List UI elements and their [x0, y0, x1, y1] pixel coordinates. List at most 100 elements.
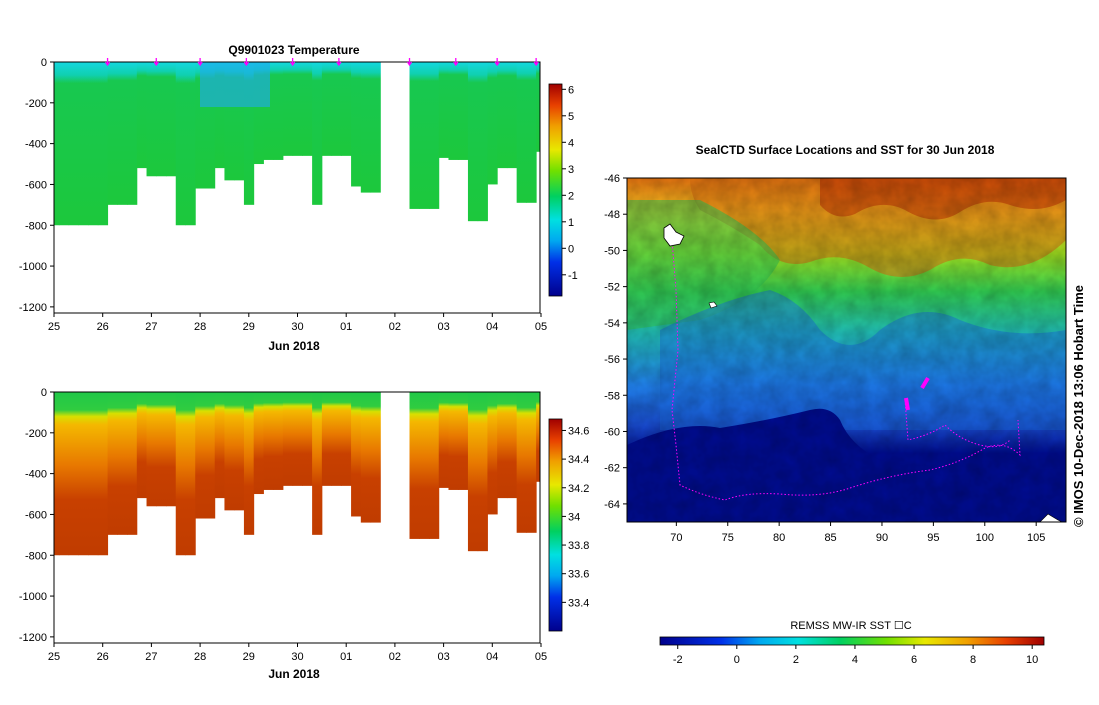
profile-bar [331, 392, 342, 486]
profile-bar [428, 392, 440, 539]
colorbar-tick-label: 4 [568, 137, 574, 149]
y-tick-label: -1000 [19, 591, 47, 603]
profile-bar [273, 392, 284, 490]
profile-bar [360, 392, 372, 523]
salinity-section-plot [54, 392, 540, 556]
profile-bar [321, 392, 333, 486]
y-tick-label: 0 [41, 57, 47, 69]
x-tick-label: 28 [194, 651, 206, 663]
temperature-colorbar-ticks: -1 0 1 2 3 4 5 6 [562, 84, 578, 282]
profile-bar [68, 392, 79, 556]
x-tick-label: 27 [145, 321, 157, 333]
profile-bar [438, 392, 449, 488]
profile-bar [88, 392, 99, 556]
profile-bar [156, 62, 167, 177]
profile-bar [312, 62, 323, 205]
profile-marker [406, 58, 413, 67]
profile-bar [185, 62, 196, 226]
heard-island [708, 301, 718, 309]
profile-bar [127, 62, 138, 205]
profile-bar [282, 392, 294, 486]
lon-tick-label: 70 [670, 532, 682, 544]
profile-bar [88, 62, 99, 226]
profile-bar [409, 62, 420, 209]
profile-bar [136, 62, 148, 169]
lat-tick-label: -48 [604, 209, 620, 221]
x-tick-label: 05 [535, 651, 547, 663]
profile-bar [467, 62, 479, 222]
profile-bar [516, 392, 527, 533]
x-tick-label: 04 [486, 321, 498, 333]
profile-bar [497, 392, 508, 499]
profile-bar [302, 62, 313, 156]
profile-bar [506, 392, 518, 499]
profile-bar [253, 392, 264, 495]
profile-bar [97, 392, 109, 556]
profile-bar [117, 392, 128, 535]
sst-colorbar-tick-label: 2 [793, 654, 799, 666]
x-tick-label: 25 [48, 321, 60, 333]
profile-bar [127, 392, 138, 535]
profile-bar [526, 62, 537, 203]
profile-bar [195, 62, 206, 189]
profile-bar [78, 62, 89, 226]
lon-tick-label: 95 [927, 532, 939, 544]
profile-marker [105, 58, 111, 67]
colorbar-tick-label: 34.2 [568, 483, 589, 495]
lat-tick-label: -54 [604, 318, 620, 330]
x-tick-label: 04 [486, 651, 498, 663]
colorbar-tick-label: 34 [568, 511, 580, 523]
map-frame [626, 177, 1067, 523]
profile-marker [197, 58, 203, 67]
profile-bar [97, 62, 109, 226]
y-tick-label: -1200 [19, 632, 47, 644]
colorbar-tick-label: 34.6 [568, 425, 589, 437]
colorbar-tick-label: -1 [568, 270, 578, 282]
x-tick-label: 27 [145, 651, 157, 663]
profile-bar [214, 392, 225, 499]
salinity-x-label: Jun 2018 [268, 667, 320, 681]
lon-tick-label: 90 [876, 532, 888, 544]
profile-bar [107, 62, 118, 205]
colorbar-tick-label: 33.8 [568, 540, 589, 552]
sst-colorbar-tick-label: 6 [911, 654, 917, 666]
profile-bar [175, 62, 186, 226]
profile-bar [166, 62, 177, 177]
x-tick-label: 02 [389, 651, 401, 663]
x-tick-label: 03 [437, 651, 449, 663]
profile-bar [477, 62, 488, 222]
sst-colorbar-tick-label: -2 [673, 654, 683, 666]
profile-marker [290, 58, 296, 67]
profile-bar [302, 392, 313, 486]
x-tick-label: 30 [291, 651, 303, 663]
profile-bar [78, 392, 89, 556]
profile-bar [292, 392, 303, 486]
x-tick-label: 05 [535, 321, 547, 333]
profile-bar [253, 62, 264, 165]
x-tick-label: 30 [291, 321, 303, 333]
seal-surface-locations [904, 376, 930, 411]
lat-tick-label: -56 [604, 354, 620, 366]
lat-tick-label: -52 [604, 282, 620, 294]
profile-bar [166, 392, 177, 507]
seal-track [671, 239, 1021, 501]
profile-bar [448, 62, 459, 160]
colorbar-tick-label: 34.4 [568, 454, 589, 466]
colorbar-tick-label: 2 [568, 190, 574, 202]
x-tick-label: 29 [243, 651, 255, 663]
lon-tick-label: 100 [976, 532, 994, 544]
profile-bar [273, 62, 284, 160]
sst-colorbar-label: REMSS MW-IR SST ☐C [790, 620, 911, 632]
profile-bar [243, 392, 255, 535]
x-tick-label: 25 [48, 651, 60, 663]
temperature-x-axis: 25 26 27 28 29 30 01 02 03 04 05 [48, 313, 547, 333]
x-tick-label: 29 [243, 321, 255, 333]
profile-bar [54, 62, 60, 226]
lat-tick-label: -58 [604, 390, 620, 402]
salinity-colorbar-ticks: 33.4 33.6 33.8 34 34.2 34.4 34.6 [562, 425, 589, 609]
temperature-y-axis: 0 -200 -400 -600 -800 -1000 -1200 [19, 57, 54, 314]
profile-bar [487, 392, 498, 515]
profile-bar [409, 392, 420, 539]
profile-bar [341, 392, 352, 486]
lon-tick-label: 105 [1027, 532, 1045, 544]
